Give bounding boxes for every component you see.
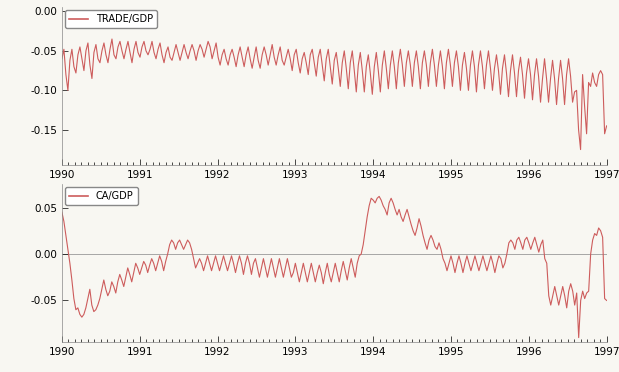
- Legend: TRADE/GDP: TRADE/GDP: [65, 10, 157, 28]
- Legend: CA/GDP: CA/GDP: [65, 187, 137, 205]
